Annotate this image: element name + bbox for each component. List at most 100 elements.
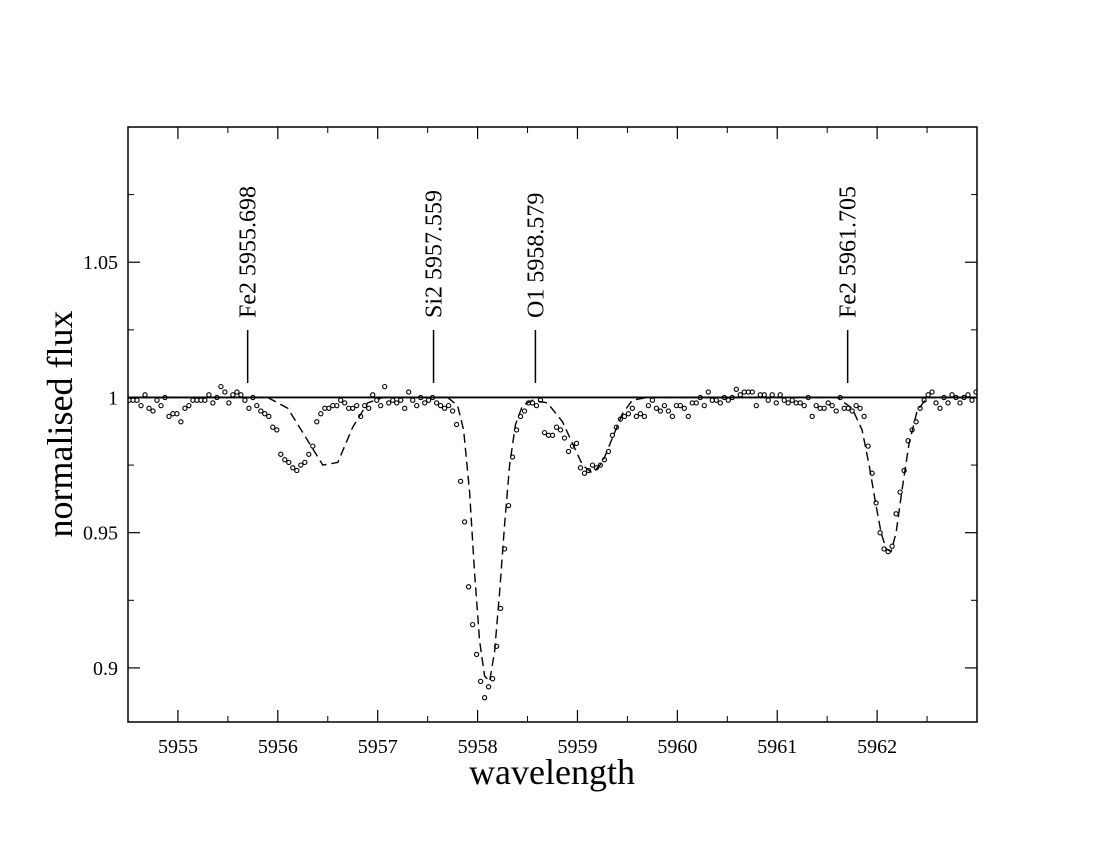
observed-point [410, 397, 416, 403]
observed-point [314, 419, 320, 425]
observed-point [625, 411, 632, 417]
observed-point [521, 408, 528, 414]
observed-point [489, 676, 496, 682]
observed-point [234, 389, 240, 395]
observed-point [805, 394, 811, 401]
observed-point [402, 405, 408, 411]
observed-point [517, 413, 524, 420]
observed-point [829, 402, 835, 409]
observed-point [845, 405, 851, 411]
observed-point [186, 402, 192, 409]
observed-point [749, 389, 755, 395]
observed-point [609, 432, 616, 438]
observed-point [813, 402, 819, 409]
observed-point [801, 402, 807, 409]
observed-point [953, 394, 959, 401]
observed-point [957, 400, 963, 406]
observed-point [465, 584, 472, 590]
observed-point [769, 392, 775, 398]
observed-point [425, 397, 432, 403]
observed-point [633, 413, 640, 420]
observed-point [182, 405, 188, 411]
observed-point [837, 394, 843, 401]
synthetic-layer [128, 396, 977, 683]
observed-point [266, 413, 272, 420]
y-tick-label: 0.9 [93, 658, 118, 680]
observed-point [386, 400, 392, 406]
y-axis-title: normalised flux [40, 311, 80, 538]
observed-point [705, 389, 711, 395]
observed-point [797, 400, 803, 406]
observed-point [589, 462, 596, 468]
observed-point [761, 392, 767, 398]
observed-point [218, 383, 224, 390]
observed-point [941, 394, 947, 401]
observed-point [901, 467, 907, 474]
observed-point [617, 416, 624, 422]
synthetic-spectrum-line [128, 396, 977, 683]
observed-point [162, 394, 168, 401]
observed-point [382, 383, 388, 390]
observed-point [254, 402, 260, 409]
observed-point [877, 530, 883, 536]
y-tick-label: 1.05 [83, 252, 118, 274]
observed-point [697, 394, 703, 401]
observed-point [897, 489, 903, 495]
observed-point [777, 392, 783, 398]
observed-point [437, 402, 444, 409]
observed-point [202, 397, 208, 403]
observed-point [657, 408, 664, 414]
observed-point [362, 402, 368, 409]
observed-point [789, 397, 795, 403]
observed-point [366, 405, 372, 411]
observed-point [629, 405, 636, 411]
observed-point [869, 470, 875, 476]
observed-point [358, 413, 364, 420]
y-tick-label: 1 [108, 387, 118, 409]
observed-point [226, 400, 232, 406]
observed-point [298, 462, 304, 468]
observed-point [394, 400, 400, 406]
observed-point [294, 467, 300, 474]
observed-point [374, 397, 380, 403]
observed-point [569, 443, 576, 449]
observed-point [461, 519, 468, 525]
observed-point [469, 621, 476, 628]
observed-point [414, 402, 420, 409]
observed-point [765, 397, 771, 403]
observed-point [925, 392, 931, 398]
axes-layer: 5955 5956 5957 5958 5959 5960 5961 5962 0.9 0.95 1… [83, 126, 978, 758]
observed-point [909, 427, 915, 433]
observed-point [681, 405, 687, 411]
observed-point [853, 402, 859, 409]
observed-point [290, 465, 296, 471]
observed-point [354, 402, 360, 409]
x-tick-label: 5957 [358, 736, 398, 758]
observed-point [621, 413, 628, 420]
observed-point [581, 470, 588, 476]
observed-point [921, 397, 927, 403]
observed-point [889, 543, 895, 549]
observed-point [398, 397, 404, 403]
observed-point [418, 394, 424, 401]
observed-point [445, 402, 452, 409]
observed-point [166, 413, 172, 420]
observed-point [246, 405, 252, 411]
observed-point [250, 394, 256, 401]
observed-point [821, 405, 827, 411]
observed-point [857, 405, 863, 411]
observed-point [893, 511, 899, 517]
observed-point [677, 402, 683, 409]
observed-point [605, 448, 612, 455]
observed-point [310, 443, 316, 449]
observed-point [142, 392, 148, 398]
observed-point [973, 389, 977, 395]
observed-point [318, 411, 324, 417]
observed-point [338, 397, 344, 403]
observed-point [493, 643, 500, 649]
observed-point [286, 459, 292, 466]
observed-point [282, 457, 288, 463]
observed-point [473, 651, 480, 658]
line-id-layer: Fe2 5955.698 Si2 5957.559 O1 5958.579 Fe2 5… [236, 186, 862, 383]
observed-point [533, 402, 540, 409]
